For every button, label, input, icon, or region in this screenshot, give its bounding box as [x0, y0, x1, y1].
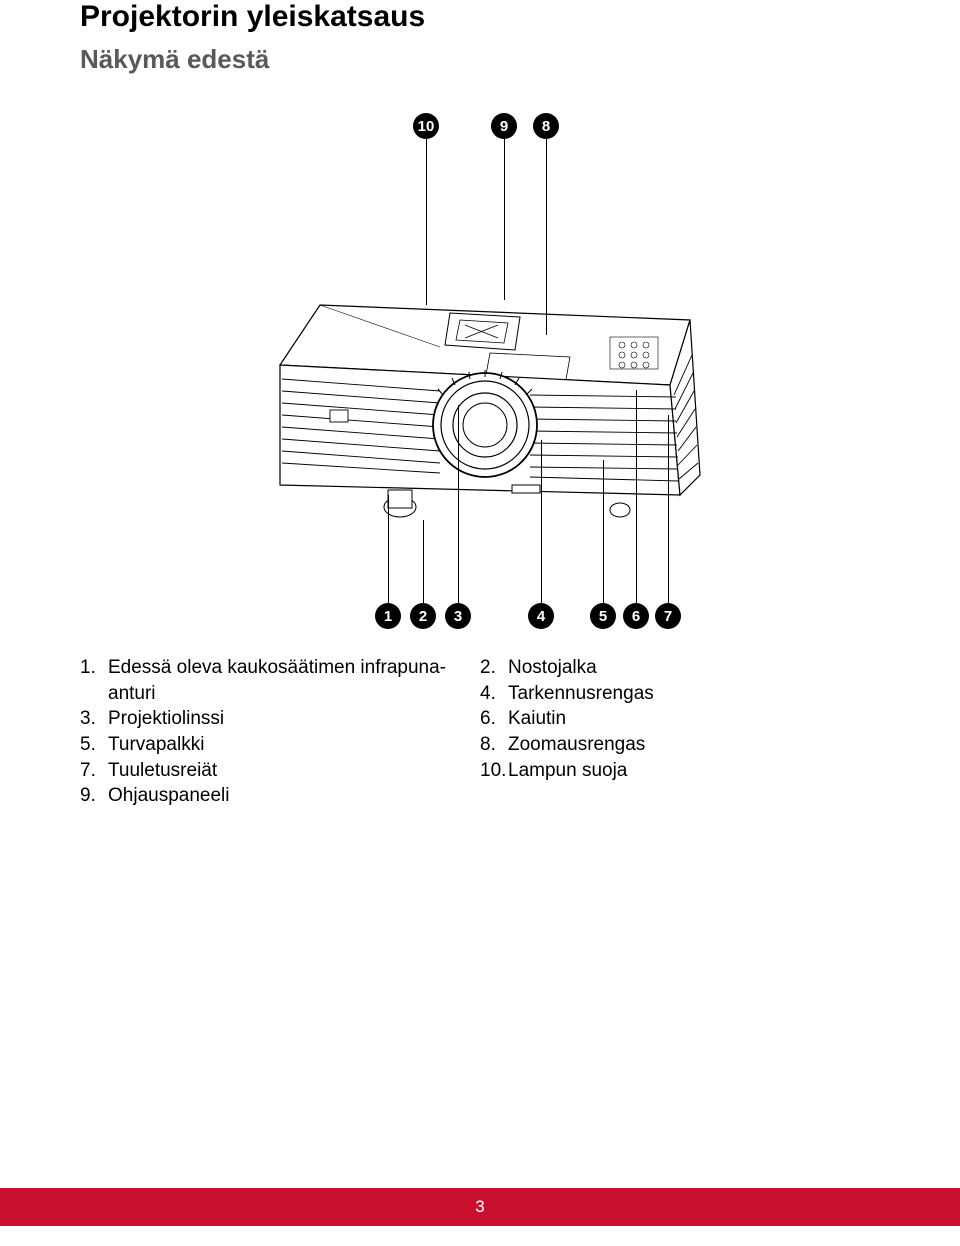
legend-item: 2.Nostojalka [480, 655, 880, 681]
callout-lead [636, 390, 637, 603]
legend-num: 4. [480, 681, 508, 707]
legend-item: 8.Zoomausrengas [480, 732, 880, 758]
callout-lead [546, 139, 547, 335]
legend-text: Projektiolinssi [108, 706, 224, 732]
callout-lead [504, 139, 505, 300]
legend-text: Turvapalkki [108, 732, 204, 758]
legend: 1.Edessä oleva kaukosäätimen infrapuna-a… [80, 655, 880, 809]
legend-left-column: 1.Edessä oleva kaukosäätimen infrapuna-a… [80, 655, 480, 809]
legend-text: Nostojalka [508, 655, 597, 681]
callout-lead [541, 440, 542, 603]
legend-item: 3.Projektiolinssi [80, 706, 480, 732]
legend-num: 8. [480, 732, 508, 758]
callout-badge: 4 [528, 603, 554, 629]
legend-num: 5. [80, 732, 108, 758]
callout-badge: 1 [375, 603, 401, 629]
projector-illustration [260, 295, 710, 545]
callout-badge: 10 [413, 113, 439, 139]
callout-badge: 2 [410, 603, 436, 629]
legend-num: 10. [480, 758, 508, 784]
legend-item: 9.Ohjauspaneeli [80, 783, 480, 809]
heading-2: Näkymä edestä [80, 44, 880, 75]
legend-item: 7.Tuuletusreiät [80, 758, 480, 784]
legend-item: 4.Tarkennusrengas [480, 681, 880, 707]
footer-bar: 3 [0, 1188, 960, 1226]
callout-badge: 8 [533, 113, 559, 139]
callout-lead [388, 495, 389, 603]
legend-num: 1. [80, 655, 108, 706]
callout-badge: 5 [590, 603, 616, 629]
callout-badge: 3 [445, 603, 471, 629]
callout-badge: 7 [655, 603, 681, 629]
legend-text: Zoomausrengas [508, 732, 645, 758]
callout-lead [423, 520, 424, 603]
legend-right-column: 2.Nostojalka 4.Tarkennusrengas 6.Kaiutin… [480, 655, 880, 809]
callout-lead [603, 460, 604, 603]
legend-num: 2. [480, 655, 508, 681]
legend-num: 9. [80, 783, 108, 809]
callout-badge: 6 [623, 603, 649, 629]
legend-text: Ohjauspaneeli [108, 783, 229, 809]
legend-item: 10.Lampun suoja [480, 758, 880, 784]
legend-text: Lampun suoja [508, 758, 627, 784]
callout-lead [668, 415, 669, 603]
legend-num: 6. [480, 706, 508, 732]
legend-num: 7. [80, 758, 108, 784]
legend-text: Tarkennusrengas [508, 681, 654, 707]
legend-item: 6.Kaiutin [480, 706, 880, 732]
projector-diagram: 10981234567 [80, 105, 880, 625]
page-number: 3 [475, 1197, 484, 1217]
legend-item: 5.Turvapalkki [80, 732, 480, 758]
callout-badge: 9 [491, 113, 517, 139]
callout-lead [458, 405, 459, 603]
legend-text: Edessä oleva kaukosäätimen infrapuna-ant… [108, 655, 480, 706]
heading-1: Projektorin yleiskatsaus [80, 0, 880, 34]
callout-lead [426, 139, 427, 305]
page: Projektorin yleiskatsaus Näkymä edestä [0, 0, 960, 1246]
legend-item: 1.Edessä oleva kaukosäätimen infrapuna-a… [80, 655, 480, 706]
legend-text: Kaiutin [508, 706, 566, 732]
legend-num: 3. [80, 706, 108, 732]
legend-text: Tuuletusreiät [108, 758, 217, 784]
